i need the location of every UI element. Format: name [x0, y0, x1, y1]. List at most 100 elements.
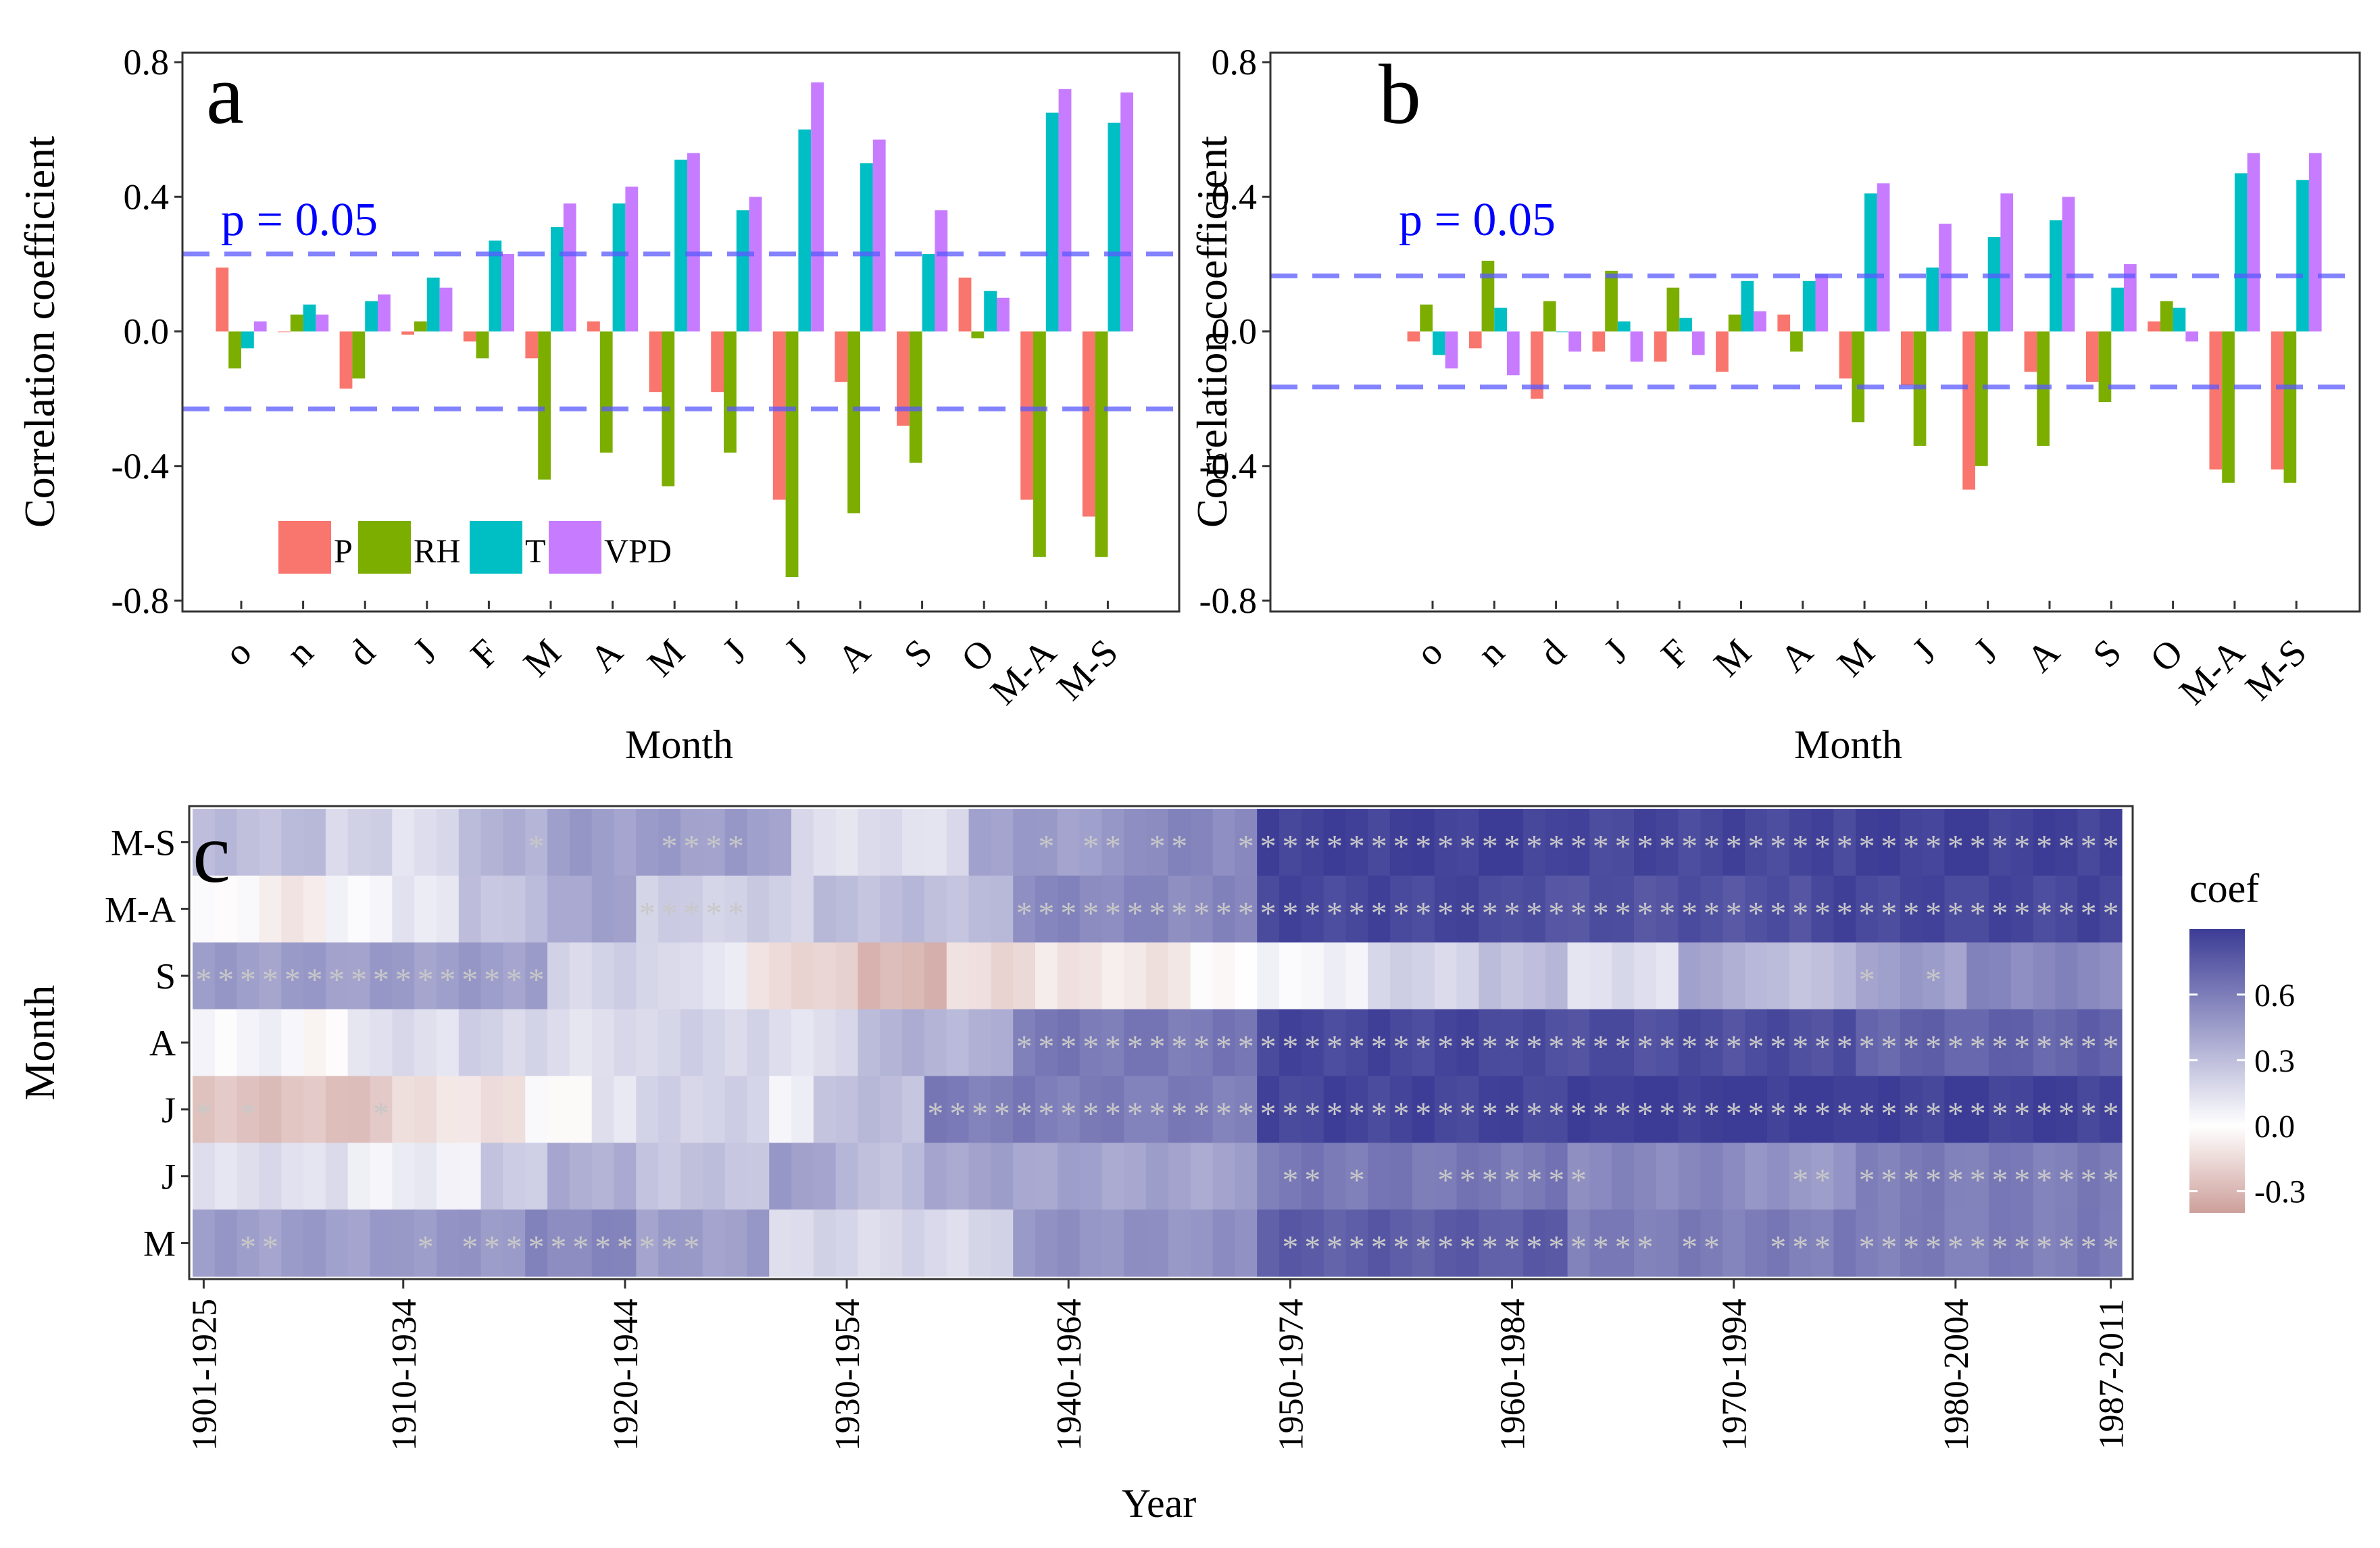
heatmap-cell: [1833, 1076, 1856, 1143]
heatmap-cell: [1745, 1076, 1768, 1143]
heatmap-cell: [1745, 1009, 1768, 1077]
significance-star: *: [1038, 828, 1054, 864]
bar-p-8: [1901, 331, 1914, 386]
heatmap-cell: [1501, 809, 1524, 876]
heatmap-cell: [2010, 1009, 2034, 1077]
significance-star: *: [1681, 828, 1697, 864]
heatmap-cell: [1811, 1009, 1834, 1077]
colorbar-tick-label: 0.0: [2254, 1109, 2295, 1145]
significance-star: *: [1970, 1096, 1986, 1132]
significance-star: *: [1460, 1029, 1476, 1065]
significance-star: *: [683, 828, 699, 864]
heatmap-cell: [1479, 875, 1502, 943]
significance-star: *: [1837, 895, 1853, 931]
heatmap-cell: [1900, 809, 1923, 876]
significance-star: *: [1504, 1029, 1520, 1065]
heatmap-cell: [1789, 1143, 1812, 1210]
heatmap-cell: [1678, 1076, 1702, 1143]
heatmap-cell: [259, 1009, 282, 1077]
heatmap-cell: [1501, 1076, 1524, 1143]
panel-b-chart: 0.80.40.0-0.4-0.8 o n d J F M A M J J A S OM-AM-S b …: [1188, 42, 2361, 767]
significance-star: *: [2058, 828, 2075, 864]
significance-star: *: [1327, 1096, 1343, 1132]
heatmap-cell: [1412, 875, 1435, 943]
heatmap-cell: [1412, 1076, 1435, 1143]
significance-star: *: [1282, 895, 1298, 931]
heatmap-cell: [1368, 1143, 1391, 1210]
significance-star: *: [1814, 1163, 1831, 1199]
panel-c-ylabel: Month: [16, 985, 64, 1101]
heatmap-cell: [813, 1076, 837, 1143]
heatmap-cell: [1678, 1009, 1702, 1077]
heatmap-cell: [1922, 1076, 1945, 1143]
bar-rh-5: [538, 331, 551, 480]
bar-t-1: [303, 304, 316, 332]
xtick-label: J: [776, 631, 816, 671]
significance-star: *: [328, 962, 345, 998]
significance-star: *: [1925, 1096, 1941, 1132]
heatmap-cell: [791, 875, 814, 943]
heatmap-cell: [791, 1143, 814, 1210]
heatmap-cell: [880, 1209, 903, 1277]
bar-t-6: [1802, 280, 1816, 332]
heatmap-cell: [1456, 1209, 1479, 1277]
heatmap-cell: [547, 1209, 570, 1277]
heatmap-cell: [1522, 1143, 1546, 1210]
heatmap-cell: [1279, 1209, 1302, 1277]
heatmap-cell: [813, 1009, 837, 1077]
ytick-label: 0.0: [124, 311, 170, 352]
heatmap-cell: [1766, 809, 1790, 876]
significance-star: *: [1704, 1029, 1720, 1065]
heatmap-cell: [1944, 875, 1967, 943]
significance-star: *: [728, 895, 744, 931]
heatmap-cell: [680, 809, 703, 876]
significance-star: *: [1304, 895, 1320, 931]
heatmap-cell: [1479, 1009, 1502, 1077]
heatmap-cell: [237, 1076, 260, 1143]
heatmap-cell: [281, 875, 304, 943]
heatmap-cell: [325, 809, 349, 876]
bar-t-12: [984, 291, 997, 332]
significance-star: *: [1327, 828, 1343, 864]
heatmap-cell: [1766, 875, 1790, 943]
heatmap-cell: [1766, 1009, 1790, 1077]
heatmap-cell: [946, 1076, 970, 1143]
significance-star: *: [1881, 1029, 1897, 1065]
heatmap-cell: [991, 875, 1014, 943]
heatmap-cell: [503, 1076, 526, 1143]
bar-t-5: [1741, 280, 1754, 332]
heatmap-cell: [769, 1009, 792, 1077]
heatmap-cell: [1700, 1143, 1723, 1210]
heatmap-cell: [1212, 942, 1235, 1010]
heatmap-cell: [503, 1143, 526, 1210]
significance-star: *: [1659, 895, 1675, 931]
heatmap-cell: [791, 1209, 814, 1277]
heatmap-cell: [968, 809, 991, 876]
heatmap-cell: [281, 942, 304, 1010]
heatmap-cell: [1057, 809, 1081, 876]
heatmap-cell: [1124, 809, 1147, 876]
heatmap-cell: [1589, 942, 1612, 1010]
significance-star: *: [1970, 1230, 1986, 1266]
heatmap-cell: [1035, 1009, 1058, 1077]
significance-star: *: [639, 1230, 655, 1266]
heatmap-cell: [1567, 809, 1591, 876]
panel-a-ylabel: Correlation coefficient: [16, 136, 64, 528]
bar-vpd-14: [2308, 153, 2322, 332]
heatmap-cell: [702, 1209, 726, 1277]
heatmap-cell: [1856, 875, 1879, 943]
heatmap-cell: [1345, 1143, 1368, 1210]
heatmap-cell: [1612, 809, 1635, 876]
significance-star: *: [1415, 1230, 1431, 1266]
heatmap-cell: [614, 875, 637, 943]
xtick-label: 1960-1984: [1494, 1299, 1533, 1451]
bar-vpd-8: [749, 197, 762, 332]
significance-star: *: [1482, 1029, 1498, 1065]
heatmap-cell: [214, 1009, 238, 1077]
bar-p-6: [1777, 314, 1791, 332]
heatmap-cell: [724, 1143, 748, 1210]
heatmap-cell: [924, 1009, 947, 1077]
heatmap-cell: [1589, 1076, 1612, 1143]
heatmap-cell: [1522, 942, 1546, 1010]
heatmap-cell: [436, 1009, 460, 1077]
